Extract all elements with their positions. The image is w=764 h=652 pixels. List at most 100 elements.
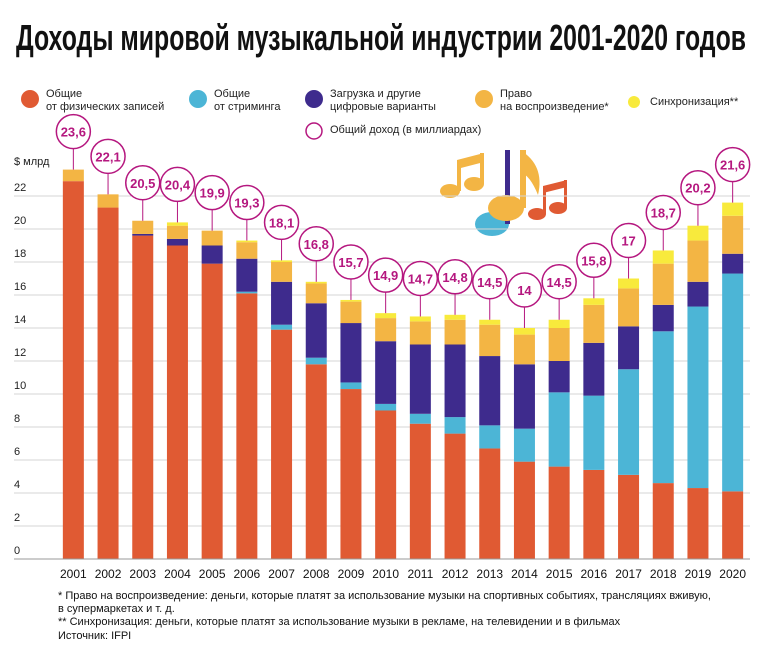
y-tick-label: 4 [14,479,20,491]
bar-segment [340,389,362,559]
bar-segment [340,301,362,324]
x-tick-label: 2003 [129,567,156,581]
total-marker [506,272,543,308]
total-marker [298,226,334,262]
total-label: 14,8 [442,270,467,285]
total-marker [367,257,404,293]
music-notes [440,150,567,236]
legend-label: Синхронизация** [650,96,739,108]
bar-segment [444,433,466,559]
total-label: 14,5 [546,275,571,290]
bar-segment [97,207,119,560]
x-tick-label: 2006 [233,567,260,581]
x-tick-label: 2012 [442,567,469,581]
bar-segment [375,313,397,319]
total-marker [229,184,265,221]
y-tick-label: 16 [14,281,26,293]
bar-segment [62,181,84,559]
total-label: 14,9 [373,268,398,283]
bar-segment [652,304,674,332]
bar-segment [305,283,327,304]
bar-segment [271,262,293,282]
legend-label: Общие от стриминга [214,88,281,113]
bar-segment [687,488,709,559]
y-tick-label: 20 [14,215,26,227]
legend-swatch [305,122,323,140]
total-marker [125,165,161,201]
legend-swatch [475,90,493,108]
total-marker [90,138,126,175]
bar-segment [340,299,362,302]
x-tick-label: 2002 [95,567,122,581]
bar-segment [305,357,327,365]
bar-segment [652,331,674,484]
bar-segment [305,281,327,284]
bar-segment [166,222,188,226]
bar-segment [618,326,640,370]
bar-segment [548,361,570,393]
total-marker [55,113,92,150]
x-tick-label: 2017 [615,567,642,581]
legend-swatch [628,96,640,108]
y-tick-label: 8 [14,413,20,425]
bar-segment [444,314,466,320]
bar-segment [513,334,535,365]
bar-segment [687,306,709,489]
y-axis-label: $ млрд [14,156,50,168]
source: Источник: IFPI [58,630,132,642]
bar-segment [652,250,674,264]
footnote: * Право на воспроизведение: деньги, кото… [58,590,711,615]
total-marker [680,169,716,206]
total-label: 23,6 [61,125,86,140]
bar-segment [722,273,744,492]
y-tick-label: 0 [14,545,20,557]
bar-segment [62,169,84,182]
bar-segment [166,225,188,239]
total-label: 14,7 [408,271,433,286]
legend-swatch [21,90,39,108]
x-tick-label: 2015 [546,567,573,581]
bar-segment [271,281,293,325]
bar-segment [271,324,293,330]
footnote: ** Синхронизация: деньги, которые платят… [58,616,621,628]
bar-segment [722,491,744,559]
total-marker [541,264,577,300]
legend-label: Общие от физических записей [46,88,165,113]
bar-segment [340,382,362,390]
bar-segment [652,483,674,559]
x-tick-label: 2007 [268,567,295,581]
bar-segment [132,220,154,234]
bar-segment [479,448,501,559]
y-tick-label: 22 [14,182,26,194]
total-label: 15,7 [338,255,363,270]
bar-segment [201,245,223,264]
bar-segment [132,233,154,236]
total-label: 20,5 [130,176,155,191]
bar-segment [340,323,362,383]
total-marker [402,260,439,297]
bar-segment [548,392,570,467]
legend-label: Право на воспроизведение* [500,88,609,113]
bar-segment [375,410,397,559]
x-tick-label: 2016 [580,567,607,581]
bar-segment [409,316,431,322]
bar-segment [375,341,397,404]
bar-segment [513,364,535,429]
bar-segment [687,240,709,282]
bar-segment [687,281,709,307]
total-label: 17 [621,234,635,249]
total-label: 20,2 [685,181,710,196]
legend-label: Общий доход (в миллиардах) [330,124,482,136]
total-label: 15,8 [581,253,606,268]
y-tick-label: 18 [14,248,26,260]
bar-segment [583,395,605,470]
bar-segment [236,291,258,294]
y-tick-label: 12 [14,347,26,359]
y-tick-label: 2 [14,512,20,524]
bar-segment [513,328,535,335]
bar-segment [409,423,431,559]
legend-label: Загрузка и другие цифровые варианты [330,88,436,113]
total-label: 19,3 [234,196,259,211]
x-tick-label: 2010 [372,567,399,581]
